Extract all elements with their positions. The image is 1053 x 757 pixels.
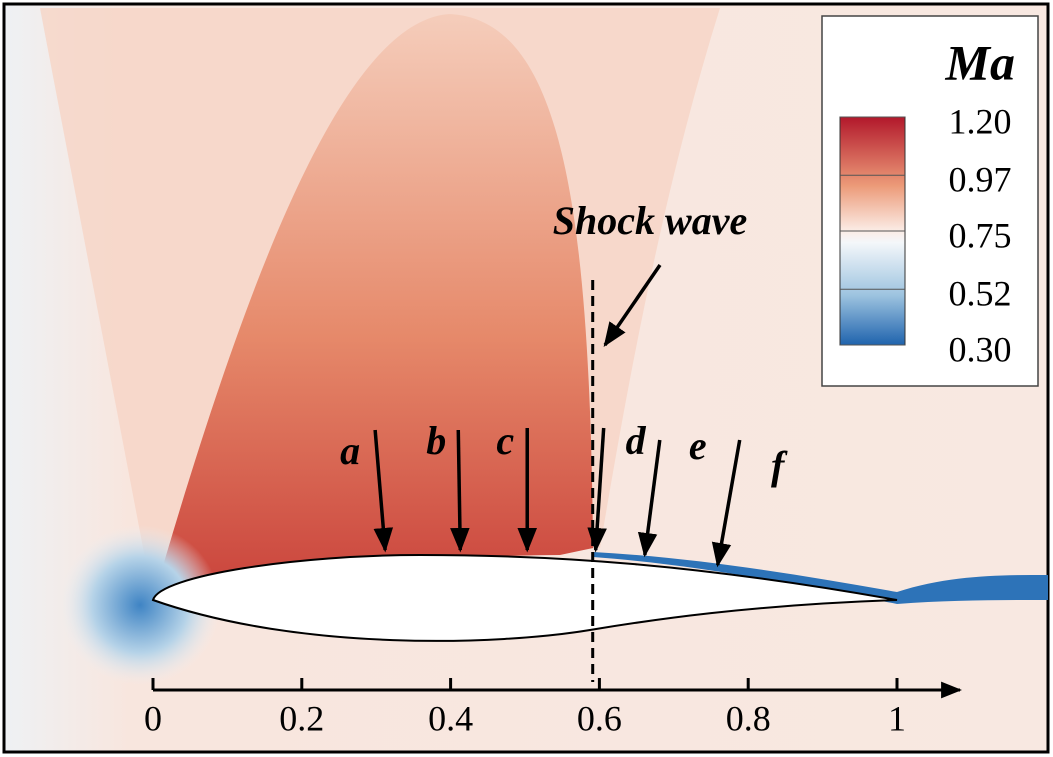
station-arrow	[711, 439, 742, 568]
colorbar-label: 0.75	[949, 215, 1012, 255]
colorbar-label: 1.20	[949, 101, 1012, 141]
station-label: b	[426, 418, 446, 463]
wake	[593, 552, 1048, 604]
shock-label: Shock wave	[553, 198, 747, 243]
supersonic-region	[153, 14, 593, 600]
station-arrow	[637, 439, 662, 558]
station-arrow	[587, 427, 607, 553]
station-label: c	[496, 418, 514, 463]
x-tick-label: 0.6	[577, 698, 622, 738]
colorbar-label: 0.30	[949, 329, 1012, 369]
colorbar-label: 0.97	[949, 160, 1012, 200]
airfoil	[151, 553, 898, 642]
station-label: a	[340, 428, 360, 473]
station-label: e	[689, 423, 707, 468]
x-tick-label: 0.8	[726, 698, 771, 738]
colorbar-label: 0.52	[949, 274, 1012, 314]
x-tick-label: 1	[888, 698, 906, 738]
x-tick-label: 0.2	[279, 698, 324, 738]
legend-title: Ma	[945, 34, 1015, 90]
x-tick-label: 0	[144, 698, 162, 738]
station-label: f	[771, 443, 788, 488]
station-label: d	[626, 418, 647, 463]
station-arrow	[450, 429, 470, 553]
x-tick-label: 0.4	[428, 698, 473, 738]
shock-arrow	[603, 264, 662, 348]
stagnation	[60, 525, 220, 685]
station-arrow	[373, 429, 394, 553]
